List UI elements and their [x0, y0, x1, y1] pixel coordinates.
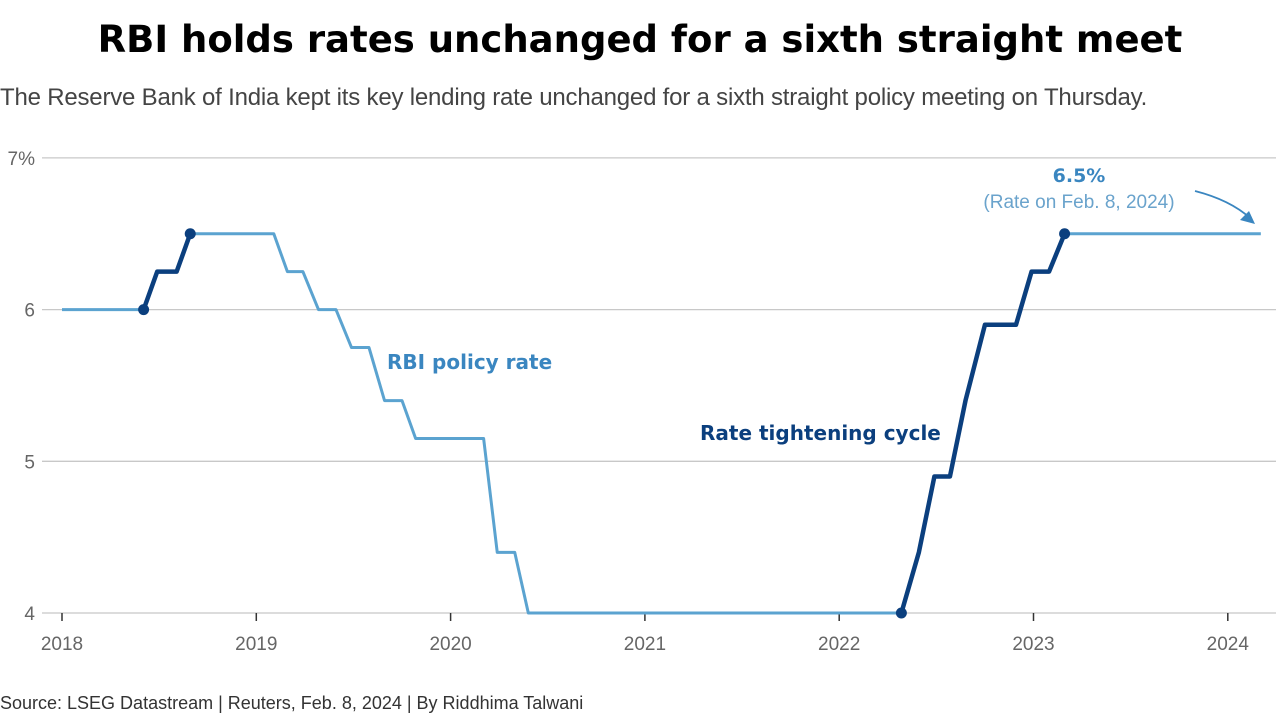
x-tick-label: 2021: [624, 634, 666, 655]
tightening-endpoint-marker: [184, 228, 196, 240]
y-tick-label: 6: [24, 301, 35, 322]
y-tick-label: 7%: [8, 149, 36, 170]
latest-note-label: (Rate on Feb. 8, 2024): [983, 192, 1174, 213]
tightening-cycle-line: [141, 232, 193, 311]
x-tick-label: 2022: [818, 634, 860, 655]
x-tick-label: 2023: [1012, 634, 1054, 655]
y-tick-label: 4: [24, 604, 35, 625]
tightening-endpoint-marker: [895, 607, 907, 619]
latest-value-label: 6.5%: [1053, 165, 1106, 187]
x-tick-label: 2018: [41, 634, 83, 655]
policy-rate-line: [62, 232, 1261, 615]
x-tick-label: 2019: [235, 634, 277, 655]
policy-rate-label: RBI policy rate: [387, 350, 552, 374]
tightening-endpoint-marker: [1059, 228, 1071, 240]
chart-subtitle: The Reserve Bank of India kept its key l…: [0, 84, 1148, 111]
tightening-endpoint-marker: [138, 304, 150, 316]
source-note: Source: LSEG Datastream | Reuters, Feb. …: [0, 693, 584, 713]
chart-title: RBI holds rates unchanged for a sixth st…: [97, 18, 1183, 61]
x-tick-label: 2020: [429, 634, 471, 655]
annotation-arrow: [1194, 190, 1251, 219]
y-tick-label: 5: [24, 452, 35, 473]
tightening-cycle-label: Rate tightening cycle: [700, 421, 941, 445]
x-tick-label: 2024: [1207, 634, 1250, 655]
arrow-head-icon: [1240, 211, 1255, 224]
tightening-cycle-line: [899, 232, 1067, 614]
